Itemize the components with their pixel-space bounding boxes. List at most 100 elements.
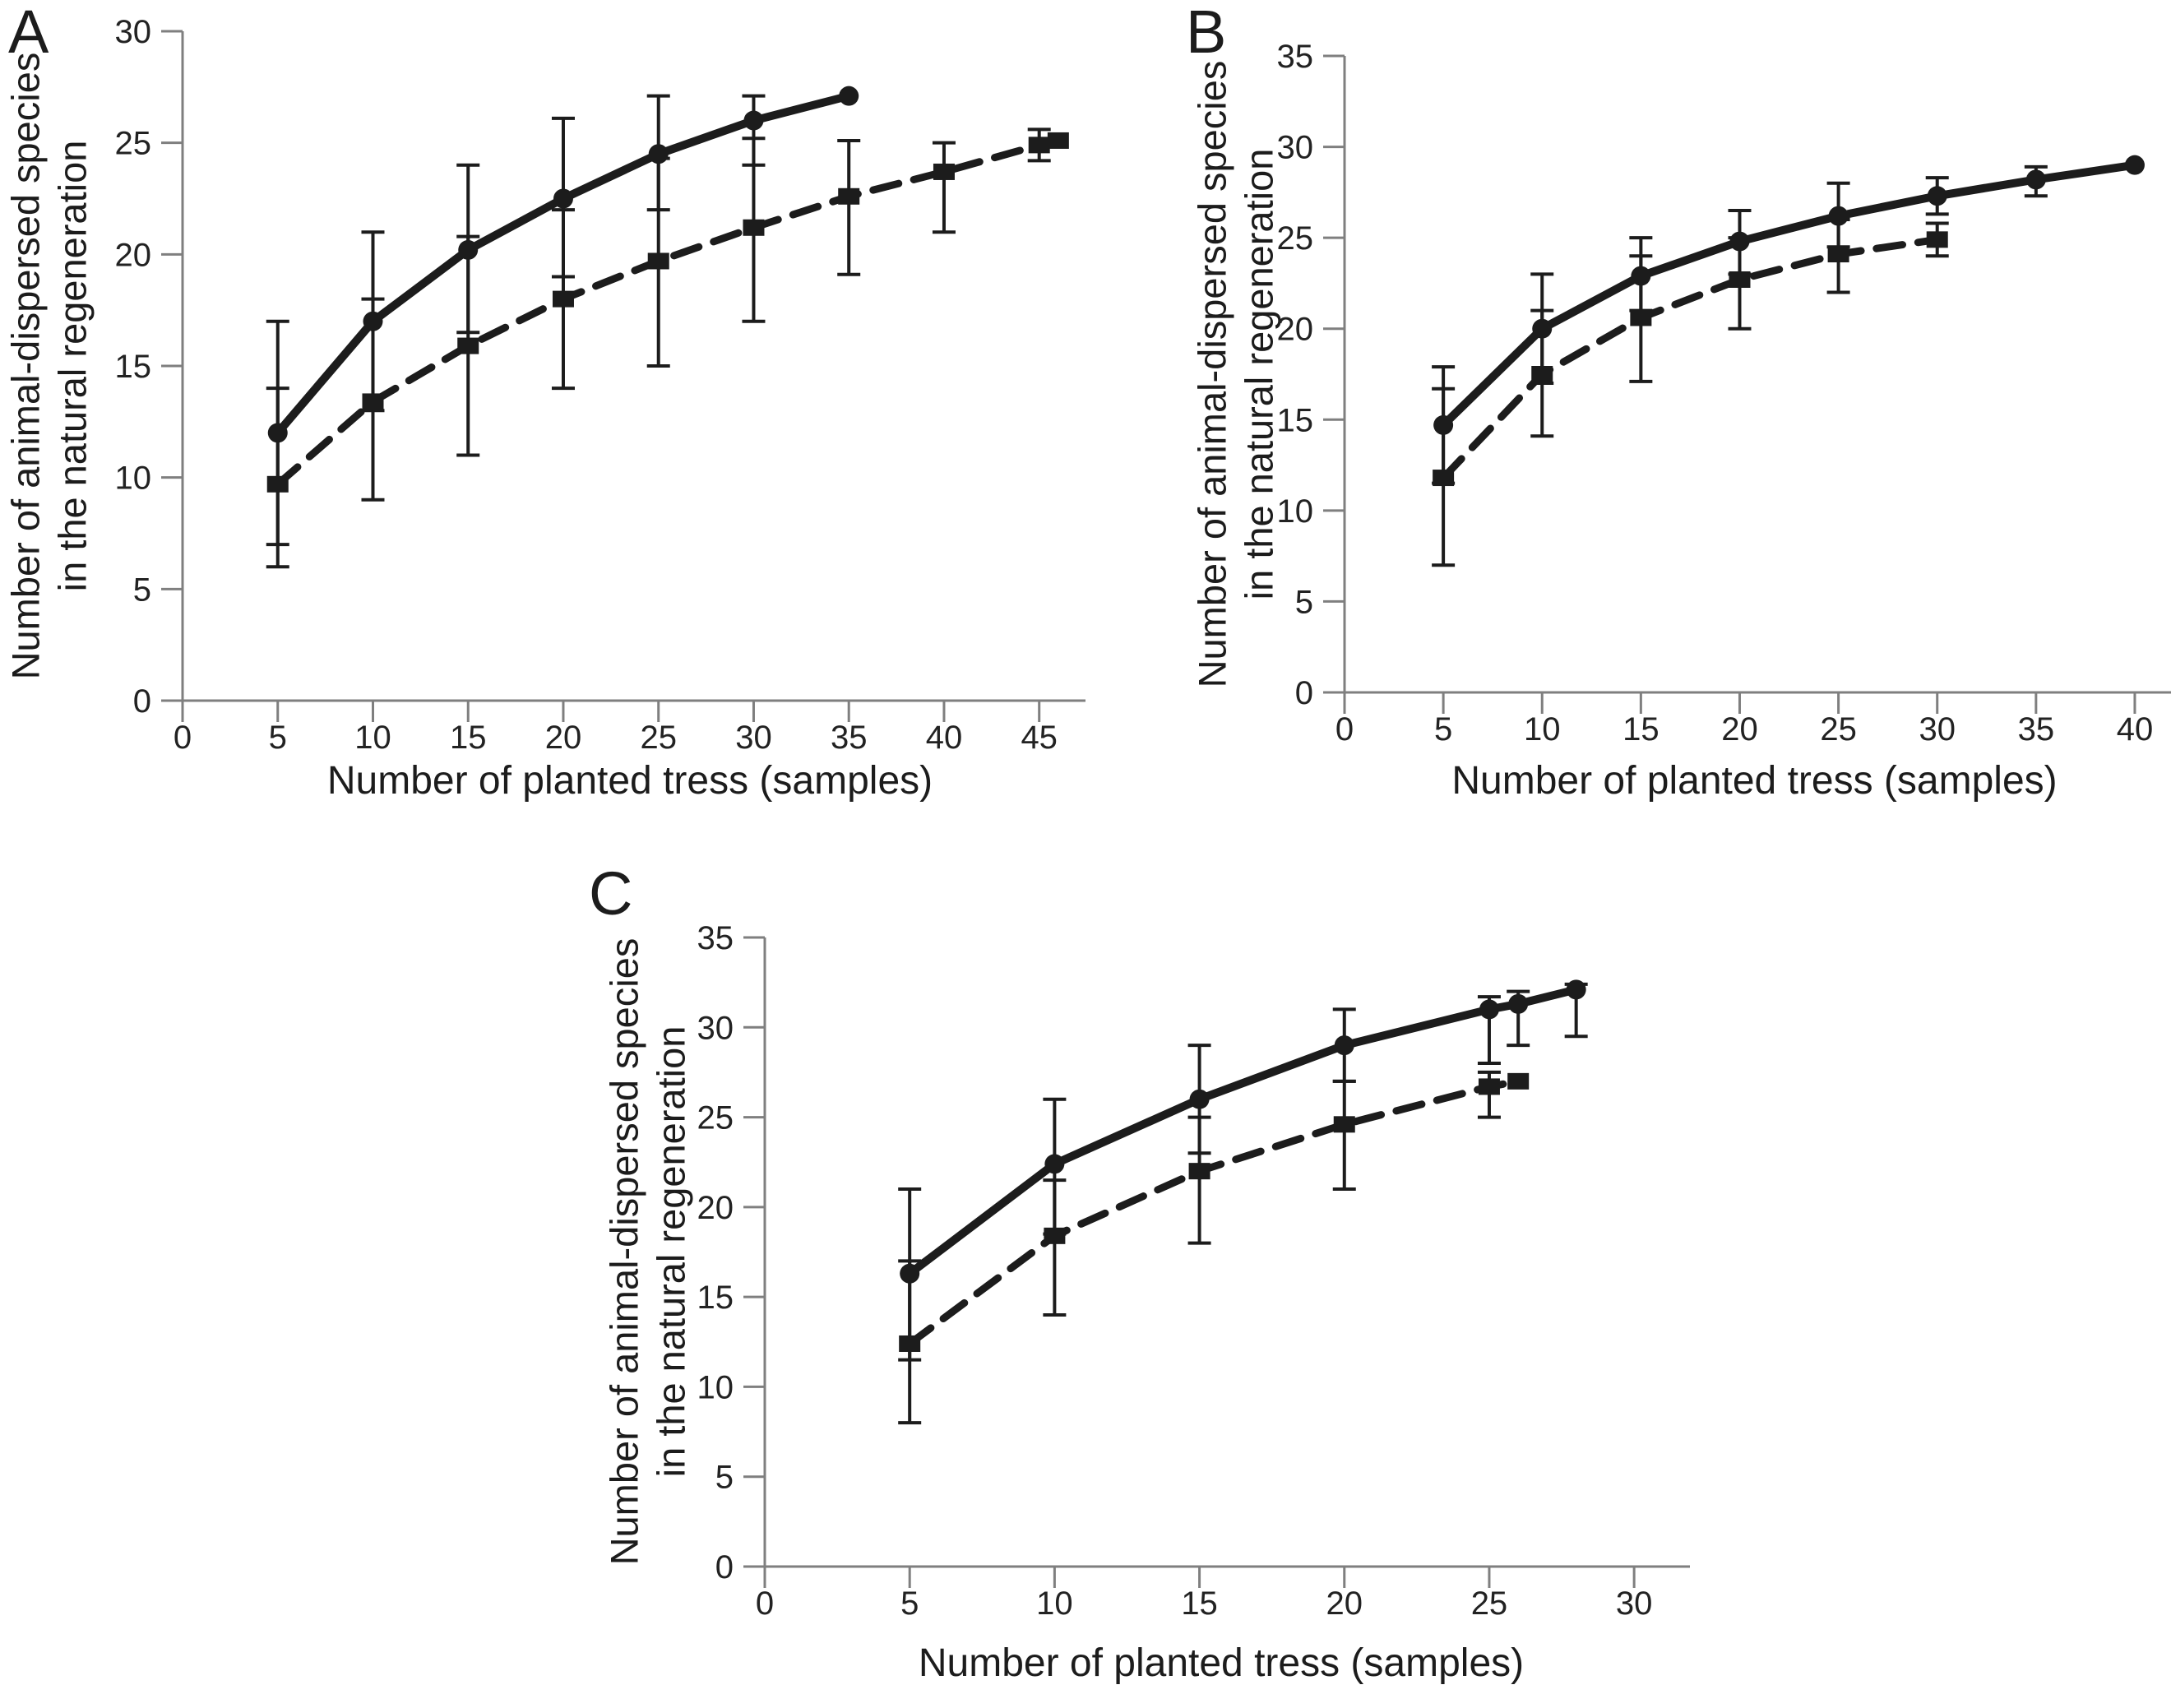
panel-c-y-tick-label: 30 <box>697 1010 734 1046</box>
panel-b-x-tick-label: 5 <box>1434 711 1452 748</box>
panel-b-marker-square <box>1531 366 1553 382</box>
panel-a-marker-square <box>457 337 479 354</box>
panel-a-x-axis-label: Number of planted tress (samples) <box>326 759 933 803</box>
panel-c-marker-circle <box>900 1263 920 1284</box>
panel-a-y-tick-label: 10 <box>115 461 152 497</box>
panel-c-y-tick-label: 0 <box>715 1549 734 1585</box>
panel-a-x-tick-label: 35 <box>831 720 868 756</box>
panel-a-x-tick-label: 10 <box>354 720 391 756</box>
panel-a-y-tick-label: 25 <box>115 126 152 162</box>
panel-c-x-tick-label: 25 <box>1471 1585 1508 1622</box>
panel-c-y-axis-label: Number of animal-dispersed species in th… <box>601 938 696 1566</box>
panel-a-x-tick-label: 15 <box>450 720 487 756</box>
panel-b-series-line-solid_circles <box>1439 160 2139 429</box>
panel-b-y-tick-label: 0 <box>1295 675 1313 711</box>
panel-c-y-tick-label: 25 <box>697 1100 734 1136</box>
panel-b-x-tick-label: 20 <box>1721 711 1758 748</box>
panel-a-marker-square <box>743 219 765 236</box>
panel-c-x-tick-label: 0 <box>756 1585 774 1622</box>
panel-b-marker-circle <box>2025 169 2046 190</box>
panel-c-marker-square <box>1044 1227 1066 1244</box>
panel-b-marker-square <box>1433 470 1455 487</box>
panel-b-plot: 0 5 10 15 20 25 30 35 0 5 10 15 20 25 30 35 40 <box>1277 39 2171 748</box>
panel-a-x-tick-label: 40 <box>926 720 963 756</box>
panel-a-x-tick-label: 5 <box>269 720 287 756</box>
panel-a-x-tick-label: 25 <box>640 720 677 756</box>
panel-a-y-axis-label-line1: Number of animal-dispersed species <box>3 52 48 680</box>
panel-c: C Number of animal-dispersed species in … <box>0 855 2171 1708</box>
panel-c-y-tick-label: 35 <box>697 920 734 956</box>
panel-a-marker-circle <box>648 144 669 164</box>
panel-a-y-tick-label: 0 <box>133 683 151 720</box>
panel-a-marker-square <box>838 187 860 205</box>
panel-a-x-tick-label: 45 <box>1021 720 1058 756</box>
panel-b-y-tick-label: 10 <box>1277 493 1314 530</box>
panel-c-y-tick-label: 10 <box>697 1369 734 1405</box>
panel-c-marker-square <box>1188 1163 1210 1180</box>
panel-c-marker-square <box>1333 1116 1355 1133</box>
panel-c-x-tick-label: 5 <box>900 1585 919 1622</box>
panel-b-x-tick-label: 35 <box>2018 711 2055 748</box>
panel-b-y-tick-label: 25 <box>1277 220 1314 257</box>
panel-b: B Number of animal-dispersed species in … <box>1086 0 2171 855</box>
panel-a-marker-square <box>266 475 289 493</box>
panel-c-marker-circle <box>1189 1089 1210 1109</box>
panel-a-y-tick-label: 15 <box>115 349 152 385</box>
panel-c-x-tick-label: 15 <box>1181 1585 1218 1622</box>
panel-a: A Number of animal-dispersed species in … <box>0 0 1086 855</box>
panel-a-y-tick-label: 30 <box>115 14 152 50</box>
panel-a-marker-circle <box>553 188 573 209</box>
panel-b-x-tick-label: 15 <box>1622 711 1659 748</box>
panel-a-y-axis-label: Number of animal-dispersed species in th… <box>2 53 97 680</box>
panel-b-y-tick-label: 35 <box>1277 39 1314 75</box>
panel-c-marker-circle <box>1044 1154 1065 1174</box>
panel-a-marker-circle <box>743 110 764 131</box>
panel-c-x-axis-label: Number of planted tress (samples) <box>918 1641 1525 1685</box>
panel-c-y-tick-label: 20 <box>697 1190 734 1226</box>
panel-b-marker-circle <box>1532 318 1553 339</box>
panel-a-marker-circle <box>458 239 479 260</box>
panel-b-marker-square <box>1630 309 1652 326</box>
panel-b-series-line-dashed_squares <box>1439 235 1942 482</box>
panel-b-letter: B <box>1186 0 1227 66</box>
panel-a-marker-square <box>1028 137 1050 154</box>
panel-c-y-tick-label: 5 <box>715 1460 734 1496</box>
panel-a-marker-circle <box>363 311 383 331</box>
panel-a-series-line-dashed_squares <box>274 137 1062 488</box>
panel-c-marker-square <box>1507 1072 1530 1090</box>
panel-b-y-axis-label: Number of animal-dispersed species in th… <box>1189 61 1284 688</box>
panel-c-y-axis-label-line1: Number of animal-dispersed species <box>602 937 646 1566</box>
panel-c-marker-circle <box>1566 979 1586 1000</box>
panel-a-marker-square <box>1047 132 1069 149</box>
panel-c-y-axis-label-line2: in the natural regeneration <box>650 1025 693 1478</box>
panel-a-marker-square <box>933 163 955 180</box>
panel-c-y-tick-label: 15 <box>697 1280 734 1316</box>
panel-b-marker-square <box>1926 231 1948 248</box>
panel-a-x-tick-label: 30 <box>735 720 772 756</box>
panel-a-y-tick-label: 5 <box>133 572 151 608</box>
panel-b-marker-circle <box>1729 231 1750 252</box>
panel-b-x-tick-label: 40 <box>2117 711 2154 748</box>
panel-b-marker-circle <box>1828 206 1849 226</box>
panel-b-y-axis-label-line1: Number of animal-dispersed species <box>1190 60 1234 688</box>
panel-b-x-tick-label: 25 <box>1820 711 1857 748</box>
panel-a-marker-circle <box>839 86 859 106</box>
panel-b-y-tick-label: 20 <box>1277 312 1314 348</box>
panel-b-marker-circle <box>1927 186 1947 206</box>
panel-b-y-tick-label: 15 <box>1277 402 1314 438</box>
panel-b-x-tick-label: 30 <box>1919 711 1956 748</box>
panel-b-marker-circle <box>1631 266 1651 286</box>
panel-a-marker-square <box>647 252 669 270</box>
panel-c-series-line-dashed_squares <box>905 1077 1522 1348</box>
panel-b-marker-circle <box>1433 414 1454 435</box>
panel-c-plot: 0 5 10 15 20 25 30 35 0 5 10 15 20 25 30 <box>697 920 1690 1622</box>
panel-b-y-tick-label: 5 <box>1295 584 1313 620</box>
panel-a-marker-square <box>552 290 574 308</box>
panel-a-marker-circle <box>267 423 288 443</box>
panel-c-series-line-solid_circles <box>905 985 1581 1278</box>
panel-c-letter: C <box>589 859 633 928</box>
panel-a-letter: A <box>8 0 49 66</box>
panel-c-marker-circle <box>1479 999 1499 1020</box>
panel-c-marker-circle <box>1334 1035 1354 1056</box>
